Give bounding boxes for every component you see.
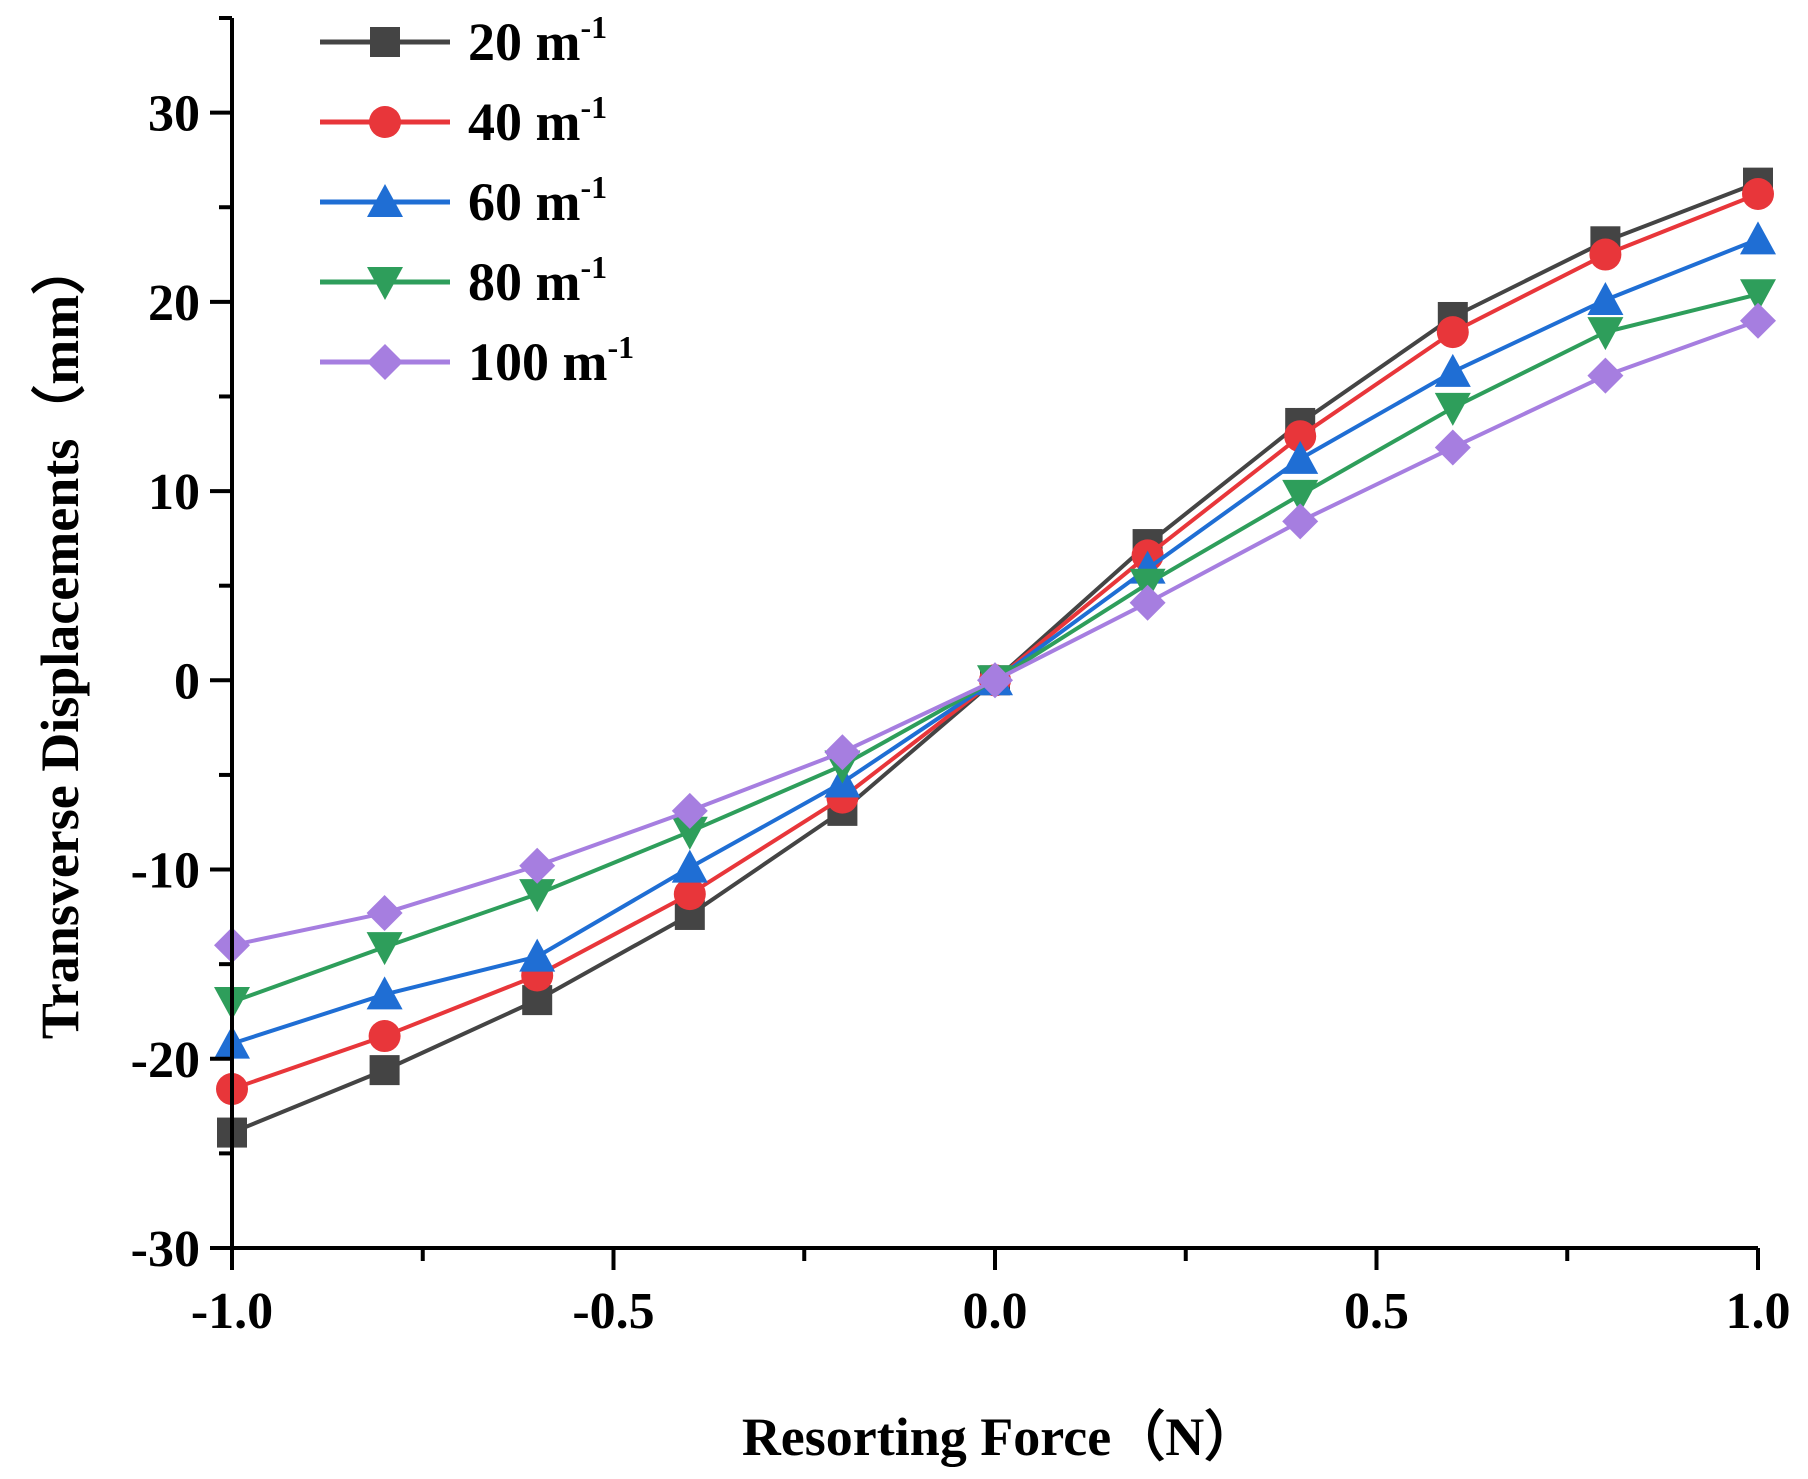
data-point xyxy=(368,1020,401,1053)
data-point xyxy=(1587,357,1624,394)
x-tick-label: -1.0 xyxy=(191,1283,273,1340)
series-line-1 xyxy=(231,192,1759,1091)
x-axis-title: Resorting Force（N） xyxy=(742,1407,1258,1467)
data-point xyxy=(1434,429,1471,466)
y-tick-label: -10 xyxy=(131,843,200,900)
legend-marker xyxy=(370,27,400,57)
x-tick-label: -0.5 xyxy=(572,1283,654,1340)
legend-label: 100 m-1 xyxy=(468,329,634,392)
y-axis-title: Transverse Displacements（mm） xyxy=(30,241,90,1039)
y-tick-label: 20 xyxy=(148,275,200,332)
data-point xyxy=(1129,584,1166,621)
data-point xyxy=(1587,317,1624,351)
data-point xyxy=(1587,281,1624,315)
series-3 xyxy=(214,279,1776,1020)
legend-entry-4: 100 m-1 xyxy=(320,329,634,392)
data-point xyxy=(1740,302,1776,339)
x-tick-label: 0.5 xyxy=(1344,1283,1409,1340)
y-tick-label: 10 xyxy=(148,464,200,521)
data-point xyxy=(824,734,861,771)
data-point xyxy=(519,938,556,972)
legend-marker xyxy=(369,106,401,138)
legend-marker xyxy=(367,267,403,300)
series-line-0 xyxy=(231,180,1759,1135)
data-point xyxy=(366,976,403,1010)
axes: -1.0 -0.5 0.0 0.5 1.0 -30 -20 -10 0 10 20 30 xyxy=(131,16,1791,1340)
data-point xyxy=(1436,316,1469,349)
data-point xyxy=(366,932,403,966)
legend: 20 m-1 40 m-1 60 m-1 80 m-1 100 m-1 xyxy=(320,9,634,392)
data-point xyxy=(977,662,1013,699)
data-point xyxy=(671,816,708,850)
data-point xyxy=(1284,420,1317,453)
legend-marker xyxy=(367,184,403,217)
data-point xyxy=(1740,221,1776,255)
data-point xyxy=(1282,503,1319,540)
data-point xyxy=(519,879,556,913)
data-point xyxy=(1742,177,1774,210)
series-layer xyxy=(214,167,1776,1148)
data-point xyxy=(671,849,708,883)
x-tick-label: 0.0 xyxy=(963,1283,1028,1340)
legend-entry-2: 60 m-1 xyxy=(320,169,607,232)
data-point xyxy=(1434,392,1471,426)
data-point xyxy=(1282,479,1319,513)
series-line-2 xyxy=(231,237,1759,1046)
legend-entry-1: 40 m-1 xyxy=(320,89,607,152)
legend-entry-0: 20 m-1 xyxy=(320,9,607,72)
data-point xyxy=(1589,238,1622,271)
data-point xyxy=(519,847,556,884)
series-2 xyxy=(214,221,1776,1059)
series-0 xyxy=(217,167,1773,1148)
data-point xyxy=(1282,440,1319,474)
legend-label: 20 m-1 xyxy=(468,9,607,72)
y-tick-label: -20 xyxy=(131,1032,200,1089)
legend-marker xyxy=(367,344,403,380)
data-point xyxy=(1740,279,1776,313)
series-line-4 xyxy=(231,318,1759,948)
series-4 xyxy=(214,302,1776,964)
y-tick-label: 0 xyxy=(174,653,200,710)
legend-label: 60 m-1 xyxy=(468,169,607,232)
series-line-3 xyxy=(231,292,1759,1004)
legend-entry-3: 80 m-1 xyxy=(320,249,607,312)
data-point xyxy=(366,895,403,932)
series-1 xyxy=(216,177,1774,1106)
x-tick-label: 1.0 xyxy=(1726,1283,1791,1340)
data-point xyxy=(369,1055,400,1086)
y-tick-label: -30 xyxy=(131,1221,200,1278)
data-point xyxy=(673,878,706,911)
data-point xyxy=(671,792,708,829)
legend-label: 40 m-1 xyxy=(468,89,607,152)
y-tick-label: 30 xyxy=(148,86,200,143)
legend-label: 80 m-1 xyxy=(468,249,607,312)
data-point xyxy=(1434,353,1471,387)
